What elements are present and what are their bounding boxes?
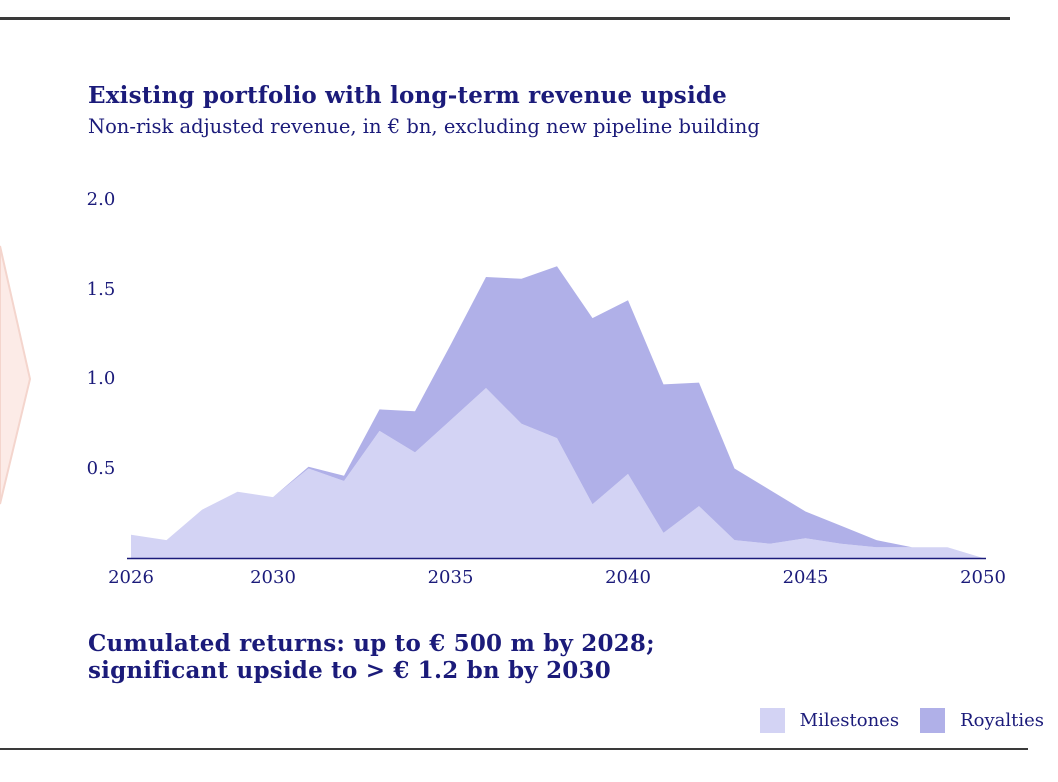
legend-label-royalties: Royalties — [960, 710, 1044, 731]
top-rule — [0, 17, 1010, 20]
x-axis-tick-label: 2030 — [250, 567, 296, 588]
legend-label-milestones: Milestones — [799, 710, 900, 731]
pink-chevron-decoration — [0, 245, 32, 505]
callout-text: Cumulated returns: up to € 500 m by 2028… — [88, 630, 655, 684]
legend-item-milestones: Milestones — [759, 708, 900, 733]
x-axis-tick-label: 2045 — [782, 567, 829, 588]
y-axis-tick-label: 1.0 — [86, 368, 116, 389]
page-subtitle: Non-risk adjusted revenue, in € bn, excl… — [88, 115, 760, 138]
bottom-rule — [0, 748, 1028, 750]
y-axis-tick-label: 1.5 — [86, 278, 116, 300]
x-axis-tick-label: 2026 — [108, 567, 154, 588]
milestones-area-series — [131, 388, 983, 558]
callout-line-2: significant upside to > € 1.2 bn by 2030 — [88, 657, 611, 684]
x-axis-tick-label: 2035 — [427, 567, 474, 588]
x-axis-tick-label: 2040 — [605, 567, 651, 588]
chart-legend: Milestones Royalties — [759, 708, 1044, 733]
y-axis-tick-label: 0.5 — [86, 457, 116, 479]
callout-line-1: Cumulated returns: up to € 500 m by 2028… — [88, 630, 655, 657]
royalties-area-series — [273, 266, 912, 548]
page-title: Existing portfolio with long-term revenu… — [88, 82, 728, 109]
legend-item-royalties: Royalties — [920, 708, 1044, 733]
x-axis-tick-label: 2050 — [960, 567, 1006, 588]
milestones-swatch-icon — [759, 708, 785, 733]
y-axis-tick-label: 2.0 — [86, 189, 116, 210]
royalties-swatch-icon — [920, 708, 946, 733]
